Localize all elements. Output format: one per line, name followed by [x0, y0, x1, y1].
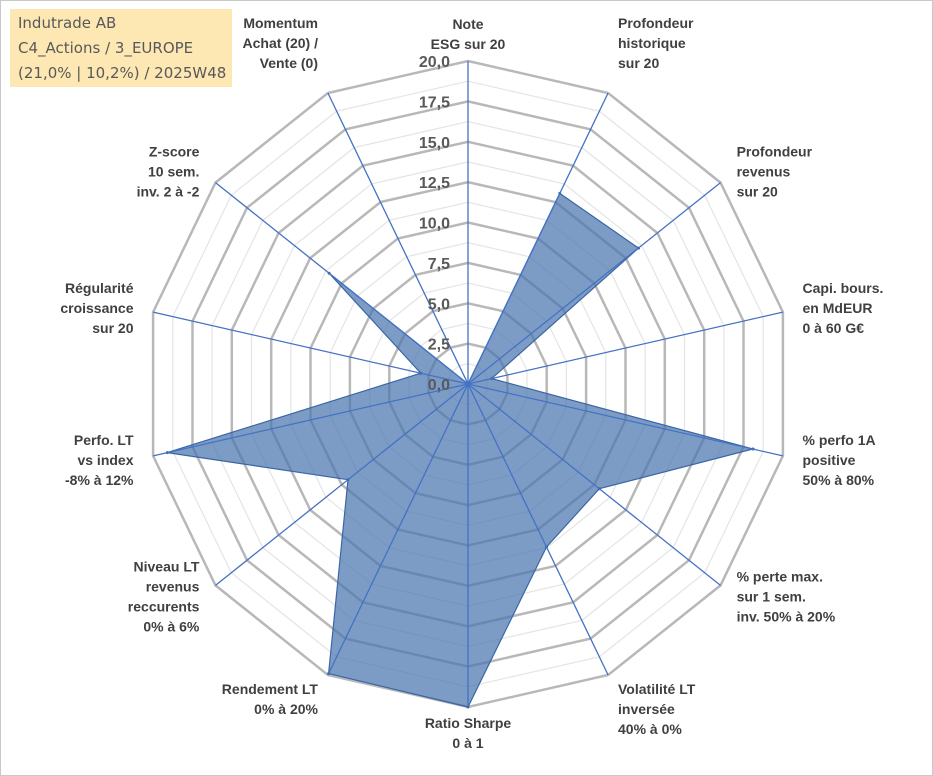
axis-label-line: revenus	[737, 163, 791, 179]
radial-tick-label: 15,0	[419, 135, 450, 152]
axis-spoke	[467, 383, 784, 457]
axis-label: Profondeur revenus sur 20	[737, 143, 813, 199]
axis-label-line: -8% à 12%	[65, 472, 134, 488]
axis-label-line: sur 1 sem.	[737, 589, 806, 605]
axis-spoke	[467, 383, 609, 676]
axis-label-line: Note	[452, 16, 483, 32]
axis-label: Note ESG sur 20	[431, 16, 506, 52]
axis-label: Ratio Sharpe 0 à 1	[425, 715, 512, 751]
axis-label: Capi. bours. en MdEUR 0 à 60 G€	[803, 280, 884, 336]
axis-label-line: inv. 2 à -2	[137, 183, 200, 199]
axis-label-line: Profondeur	[737, 143, 813, 159]
title-company: Indutrade AB	[18, 14, 117, 32]
axis-spoke	[467, 383, 721, 586]
axis-label-line: vs index	[77, 452, 133, 468]
axis-label-line: Perfo. LT	[74, 432, 134, 448]
axis-label-line: Achat (20) /	[243, 35, 319, 51]
axis-label: Volatilité LT inversée 40% à 0%	[618, 681, 696, 737]
axis-label-line: Ratio Sharpe	[425, 715, 512, 731]
axis-label-line: ESG sur 20	[431, 36, 506, 52]
axis-label: Momentum Achat (20) / Vente (0)	[243, 15, 319, 71]
axis-label-line: Capi. bours.	[803, 280, 884, 296]
title-stats: (21,0% | 10,2%) / 2025W48	[18, 64, 227, 82]
axis-spoke	[152, 383, 469, 457]
axis-spoke	[467, 311, 784, 385]
axis-label-line: Volatilité LT	[618, 681, 696, 697]
axis-label-line: Régularité	[65, 280, 134, 296]
axis-label: Niveau LT revenus reccurents 0% à 6%	[128, 559, 200, 635]
radial-tick-label: 20,0	[419, 54, 450, 71]
axis-label: Perfo. LT vs index -8% à 12%	[65, 432, 134, 488]
axis-label: Rendement LT 0% à 20%	[222, 681, 319, 717]
axis-label-line: 0 à 1	[452, 735, 483, 751]
radial-tick-label: 0,0	[428, 377, 450, 394]
radial-tick-label: 12,5	[419, 175, 450, 192]
axis-spoke	[152, 311, 469, 385]
data-area-series	[167, 192, 756, 708]
radial-tick-label: 10,0	[419, 216, 450, 233]
axis-label-line: inversée	[618, 701, 675, 717]
axis-spoke	[327, 383, 469, 676]
radial-tick-label: 5,0	[428, 296, 450, 313]
spokes	[152, 61, 784, 707]
radial-tick-label: 2,5	[428, 337, 450, 354]
axis-label: Régularité croissance sur 20	[60, 280, 133, 336]
axis-label-line: 50% à 80%	[803, 472, 875, 488]
axis-label-line: sur 20	[618, 55, 659, 71]
axis-label-line: inv. 50% à 20%	[737, 609, 836, 625]
radial-tick-label: 7,5	[428, 256, 450, 273]
chart-title-box: Indutrade AB C4_Actions / 3_EUROPE (21,0…	[10, 9, 232, 87]
axis-spoke	[215, 182, 469, 385]
axis-label-line: 0% à 6%	[143, 619, 200, 635]
axis-spoke	[327, 92, 469, 385]
axis-label-line: revenus	[146, 579, 200, 595]
axis-label-line: 40% à 0%	[618, 721, 682, 737]
axis-label-line: historique	[618, 35, 686, 51]
axis-label-line: en MdEUR	[803, 300, 873, 316]
axis-label-line: reccurents	[128, 599, 200, 615]
title-category: C4_Actions / 3_EUROPE	[18, 39, 194, 57]
category-labels: Note ESG sur 20 Profondeur historique sur 20…	[60, 15, 883, 751]
axis-label-line: croissance	[60, 300, 133, 316]
axis-label-line: 0 à 60 G€	[803, 320, 865, 336]
radial-tick-label: 17,5	[419, 94, 450, 111]
radial-tick-labels: 0,0 2,5 5,0 7,5 10,0 12,5 15,0 17,5 20,0	[419, 54, 450, 394]
axis-label: Z-score 10 sem. inv. 2 à -2	[137, 143, 200, 199]
axis-label: % perfo 1A positive 50% à 80%	[803, 432, 876, 488]
axis-label-line: Z-score	[149, 143, 200, 159]
axis-label-line: Niveau LT	[134, 559, 200, 575]
axis-label-line: sur 20	[92, 320, 133, 336]
axis-spoke	[215, 383, 469, 586]
axis-label-line: Rendement LT	[222, 681, 319, 697]
axis-label-line: Profondeur	[618, 15, 694, 31]
axis-label-line: % perte max.	[737, 569, 823, 585]
axis-label-line: % perfo 1A	[803, 432, 876, 448]
axis-label-line: positive	[803, 452, 856, 468]
axis-spoke	[467, 182, 721, 385]
axis-label-line: 10 sem.	[148, 163, 199, 179]
axis-label-line: sur 20	[737, 183, 778, 199]
axis-label-line: Vente (0)	[260, 55, 318, 71]
axis-label-line: 0% à 20%	[254, 701, 318, 717]
axis-label: % perte max. sur 1 sem. inv. 50% à 20%	[737, 569, 836, 625]
axis-label: Profondeur historique sur 20	[618, 15, 694, 71]
axis-label-line: Momentum	[243, 15, 318, 31]
axis-spoke	[467, 92, 609, 385]
